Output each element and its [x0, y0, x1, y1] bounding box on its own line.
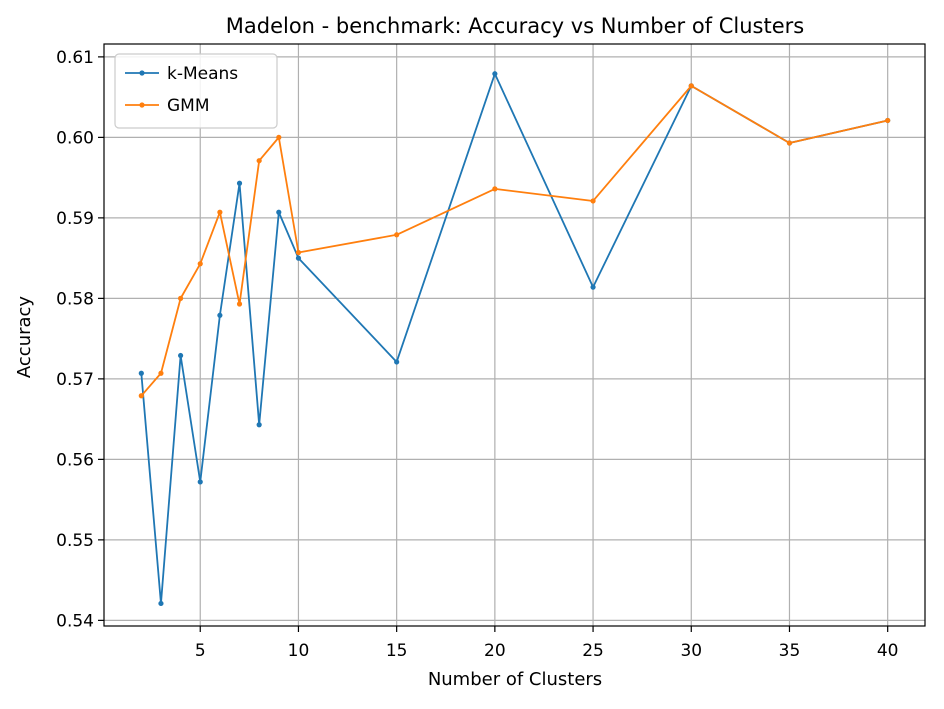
data-point-k-means [236, 180, 243, 186]
x-tick-label: 40 [877, 641, 899, 661]
data-point-k-means [197, 479, 203, 485]
data-point-k-means [394, 359, 400, 365]
data-point-k-means [158, 600, 164, 607]
data-point-gmm [236, 301, 243, 307]
data-point-k-means [217, 312, 223, 318]
x-tick-label: 10 [288, 641, 310, 661]
y-tick-label: 0.56 [56, 450, 94, 470]
data-point-k-means [138, 370, 144, 376]
data-point-gmm [256, 158, 262, 164]
y-tick-label: 0.54 [56, 611, 94, 631]
data-point-gmm [197, 261, 203, 267]
data-point-k-means [295, 255, 302, 261]
data-point-k-means [492, 71, 498, 77]
data-point-gmm [178, 295, 184, 301]
legend: k-Means GMM [114, 53, 278, 129]
data-point-gmm [885, 117, 891, 124]
plot-frame [103, 43, 926, 627]
data-point-gmm [786, 140, 793, 146]
axis-ticks: 5 10 15 20 25 30 35 40 0.54 0.55 0.56 0.57 0.58 0.59 0… [56, 48, 898, 661]
x-tick-label: 15 [386, 641, 408, 661]
y-tick-label: 0.55 [56, 531, 94, 551]
data-point-k-means [590, 284, 596, 290]
data-point-gmm [158, 370, 164, 376]
y-tick-label: 0.61 [56, 48, 94, 68]
data-point-gmm [688, 83, 694, 89]
data-point-k-means [178, 352, 184, 359]
data-point-gmm [295, 249, 302, 256]
data-point-gmm [138, 393, 144, 399]
data-point-gmm [276, 134, 282, 140]
data-point-gmm [394, 232, 400, 238]
chart-title: Madelon - benchmark: Accuracy vs Number … [226, 14, 804, 38]
data-point-gmm [217, 209, 223, 215]
series-layer [138, 71, 891, 607]
y-tick-label: 0.58 [56, 289, 94, 309]
x-tick-label: 20 [484, 641, 506, 661]
legend-marker-gmm [139, 102, 145, 108]
data-point-k-means [276, 209, 282, 215]
x-tick-label: 5 [195, 641, 206, 661]
y-tick-label: 0.57 [56, 370, 94, 390]
y-tick-label: 0.60 [56, 128, 94, 148]
data-point-k-means [256, 422, 262, 428]
data-point-gmm [590, 198, 596, 204]
x-tick-label: 25 [582, 641, 604, 661]
y-tick-label: 0.59 [56, 209, 94, 229]
legend-label-k-means: k-Means [167, 64, 238, 84]
legend-marker-k-means [139, 70, 145, 76]
legend-label-gmm: GMM [167, 96, 210, 116]
x-tick-label: 35 [779, 641, 801, 661]
y-axis-label: Accuracy [14, 296, 35, 379]
x-tick-label: 30 [680, 641, 702, 661]
data-point-gmm [492, 186, 498, 192]
grid-lines [104, 44, 925, 626]
x-axis-label: Number of Clusters [428, 669, 602, 690]
